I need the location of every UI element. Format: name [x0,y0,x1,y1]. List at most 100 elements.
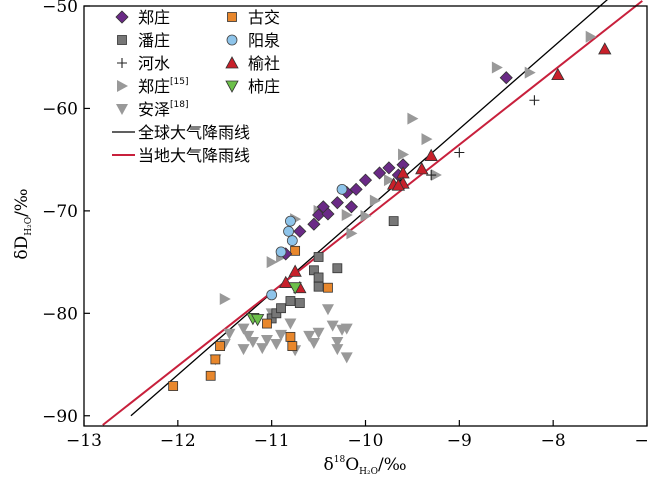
point-s4-16 [524,66,536,79]
point-s5-24 [340,323,353,335]
point-s5-8 [256,343,269,355]
point-s2-7 [313,252,324,262]
point-s1-11 [358,173,373,187]
point-s7-6 [336,183,348,195]
x-tick-label: −10 [348,431,384,451]
x-tick-label: −9 [447,431,472,451]
line-2 [102,0,643,426]
point-s2-9 [313,281,324,292]
x-tick-label: −8 [541,431,566,451]
legend-marker-3 [117,58,127,68]
point-s1-2 [293,224,307,238]
point-s4-2 [266,256,278,269]
point-s4-11 [398,148,410,161]
x-tick-label: −7 [634,431,650,451]
legend-marker-7 [226,34,238,46]
point-s7-4 [286,235,298,246]
legend-line-label-1: 全球大气降雨线 [138,123,250,142]
point-s5-20 [331,337,344,348]
point-s1-7 [330,196,344,210]
point-s5-16 [307,338,320,350]
point-s3-1 [426,170,437,181]
legend-label-8: 榆社 [248,54,280,73]
point-s7-1 [266,289,278,301]
point-s5-13 [284,318,297,330]
legend-label-1: 郑庄 [138,8,170,27]
legend-label-9: 柿庄 [248,77,280,96]
legend-marker-4 [117,80,128,92]
point-s4-17 [585,30,597,43]
point-s8-7 [391,178,406,191]
point-s1-16 [499,71,513,85]
legend-label-6: 古交 [248,8,280,27]
point-s4-13 [421,133,433,146]
legend-marker-8 [225,56,239,69]
legend-label-2: 潘庄 [138,31,170,50]
point-s8-2 [288,264,302,277]
point-s6-5 [262,318,272,329]
point-s4-15 [491,61,503,74]
legend-marker-6 [227,12,237,22]
point-s8-11 [598,42,612,55]
point-s7-2 [285,215,296,227]
point-s5-17 [312,327,325,339]
y-tick-label: −70 [42,202,78,222]
legend-marker-5 [116,104,128,115]
point-s5-6 [242,330,255,342]
legend-marker-2 [117,35,127,45]
legend-label-3: 河水 [138,54,170,73]
point-s8-1 [279,275,293,288]
point-s5-18 [321,304,334,316]
point-s4-7 [346,227,358,240]
point-s7-5 [275,246,287,258]
point-s5-7 [246,337,259,348]
x-axis-title: δ18OH₂O/‰ [323,455,406,477]
y-tick-label: −60 [42,99,78,119]
point-s1-3 [307,217,321,231]
point-s2-10 [332,263,343,274]
point-s5-4 [237,344,250,356]
point-s4-8 [360,210,372,222]
legend-line-label-2: 当地大气降雨线 [138,146,250,165]
point-s5-11 [270,339,283,351]
legend-label-7: 阳泉 [248,31,280,50]
x-tick-label: −11 [254,431,290,451]
point-s7-3 [283,225,294,237]
point-s6-2 [205,370,216,381]
point-s4-6 [341,208,353,221]
point-s2-4 [285,296,296,306]
point-s4-9 [369,194,381,207]
point-s5-21 [331,344,344,356]
point-s3-3 [529,95,540,106]
point-s5-5 [237,323,250,335]
point-s4-12 [407,112,419,125]
point-s2-5 [294,298,305,308]
legend-marker-1 [115,10,129,24]
point-s6-3 [210,354,221,365]
point-s6-9 [323,282,333,293]
legend-label-4: 郑庄[15] [138,77,189,96]
point-s6-1 [168,381,179,391]
point-s4-10 [383,174,395,187]
x-tick-label: −12 [160,431,196,451]
point-s8-10 [551,67,565,81]
plot-marks [102,0,643,426]
legend-label-5: 安泽[18] [138,100,189,119]
y-tick-label: −50 [42,0,78,17]
point-s9-2 [250,314,265,327]
point-s6-8 [290,245,301,256]
point-s5-9 [260,334,273,346]
point-s5-15 [303,330,316,342]
point-s9-3 [288,282,302,295]
point-s6-4 [215,341,225,351]
point-s2-11 [388,216,399,227]
point-s5-23 [340,352,353,364]
y-axis-title: δDH₂O/‰ [12,188,34,259]
point-s1-13 [382,161,396,175]
point-s2-8 [313,272,324,283]
x-tick-label: −13 [66,431,102,451]
point-s5-19 [326,320,339,332]
point-s5-12 [275,329,288,341]
